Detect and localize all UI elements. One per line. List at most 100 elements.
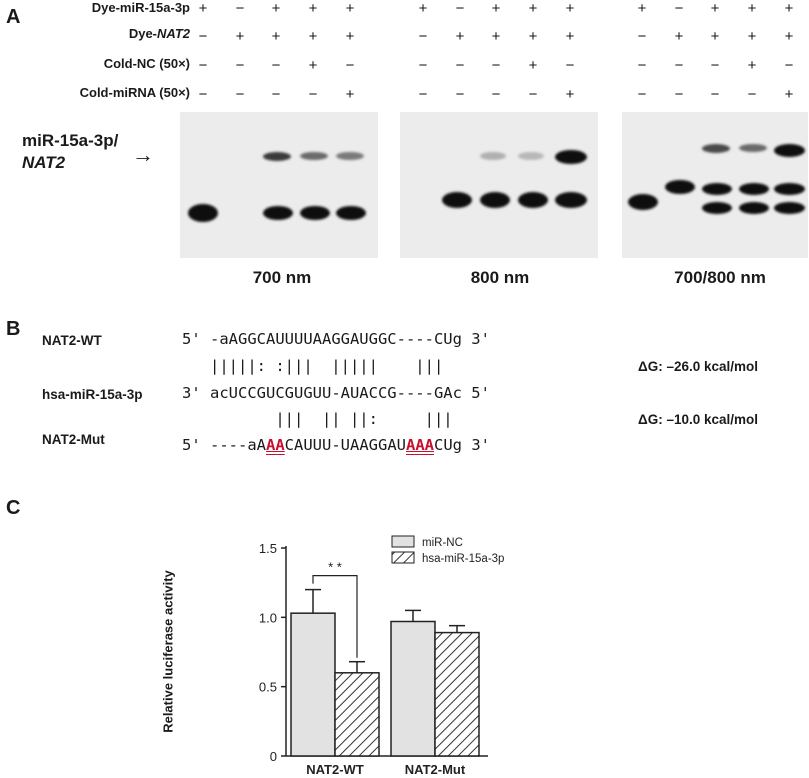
gel-band — [480, 152, 506, 160]
gel-band — [336, 152, 364, 160]
lane-sign: − — [198, 28, 208, 45]
lane-sign: + — [345, 0, 355, 17]
lane-sign: + — [491, 0, 501, 17]
lane-sign: + — [308, 28, 318, 45]
complex-label-line1: miR-15a-3p/ — [22, 131, 119, 150]
lane-sign: − — [418, 57, 428, 74]
bar-mir-nc — [390, 620, 436, 757]
gel-band — [555, 150, 587, 164]
significance-bracket — [312, 575, 358, 658]
y-tick-label: 1.5 — [259, 541, 277, 556]
mut-site-2: AAA — [406, 436, 434, 454]
gel-band — [518, 152, 544, 160]
gel-band — [702, 183, 732, 195]
lane-sign: − — [198, 57, 208, 74]
wt-5prime: 5' — [182, 330, 201, 348]
gel-band — [300, 206, 330, 220]
significance-stars: * * — [328, 560, 342, 575]
y-tick-label: 1.0 — [259, 610, 277, 625]
lane-sign: + — [455, 28, 465, 45]
gel-band — [300, 152, 328, 160]
luciferase-bar-chart: 0 0.5 1.0 1.5 NAT2-WT NAT2-Mut * * miR-NC hsa-mi… — [259, 535, 504, 777]
lane-sign: + — [565, 28, 575, 45]
wt-seq: -aAGGCAUUUUAAGGAUGGC----CUg — [200, 330, 472, 348]
lane-sign: + — [308, 0, 318, 17]
lane-sign: + — [747, 28, 757, 45]
bar-mir-nc — [290, 612, 336, 757]
delta-g-wt: ΔG: –26.0 kcal/mol — [638, 359, 759, 374]
gel-band — [555, 192, 587, 208]
lane-sign: − — [674, 0, 684, 17]
lane-sign: − — [674, 86, 684, 103]
lane-sign: + — [784, 0, 794, 17]
mut-seq-part1: ----aA — [200, 436, 266, 454]
lane-sign: − — [784, 57, 794, 74]
lane-sign: + — [418, 0, 428, 17]
mir-3prime: 3' — [182, 384, 201, 402]
gel-700nm — [180, 112, 378, 258]
lane-sign: − — [455, 86, 465, 103]
lane-sign: − — [455, 57, 465, 74]
mut-5prime: 5' — [182, 436, 201, 454]
gel-caption-700-800nm: 700/800 nm — [674, 268, 766, 287]
complex-label-line2: NAT2 — [22, 153, 66, 172]
lane-sign: + — [345, 28, 355, 45]
lane-sign: − — [418, 28, 428, 45]
gel-caption-700nm: 700 nm — [252, 268, 312, 287]
seq-name-mut: NAT2-Mut — [42, 432, 105, 447]
lane-sign: + — [491, 28, 501, 45]
pairing-line-2: ||| || ||: ||| — [182, 410, 453, 428]
lane-sign: + — [747, 0, 757, 17]
gel-band — [263, 152, 291, 161]
row-label-dye-nat2: Dye-NAT2 — [0, 26, 190, 41]
gel-band — [188, 204, 218, 222]
bar-hsa-mir-15a-3p — [334, 672, 380, 757]
lane-sign: − — [710, 57, 720, 74]
legend-swatch — [391, 535, 415, 548]
mir-5prime: 5' — [471, 384, 490, 402]
mut-site-1: AA — [266, 436, 285, 454]
y-tick-label: 0 — [270, 749, 277, 764]
gel-band — [665, 180, 695, 194]
gel-band — [480, 192, 510, 208]
lane-sign: − — [418, 86, 428, 103]
lane-sign: + — [235, 28, 245, 45]
lane-sign: − — [308, 86, 318, 103]
lane-sign: + — [784, 86, 794, 103]
row-label-dye-mir: Dye-miR-15a-3p — [91, 0, 190, 15]
wt-3prime: 3' — [471, 330, 490, 348]
pairing-line-1: |||||: :||| ||||| ||| — [182, 357, 444, 375]
panel-b-letter: B — [6, 318, 21, 340]
gel-band — [739, 202, 769, 214]
lane-sign: + — [271, 0, 281, 17]
lane-sign: + — [565, 0, 575, 17]
lane-sign: − — [235, 0, 245, 17]
gel-band — [774, 183, 805, 195]
gel-800nm — [400, 112, 598, 258]
legend-label: miR-NC — [422, 537, 463, 549]
mut-3prime: 3' — [471, 436, 490, 454]
row-label-cold-mirna: Cold-miRNA (50×) — [79, 85, 190, 100]
lane-sign: − — [491, 86, 501, 103]
lane-sign: − — [271, 57, 281, 74]
lane-sign: − — [235, 86, 245, 103]
lane-sign: + — [345, 86, 355, 103]
lane-sign: − — [455, 0, 465, 17]
gel-band — [702, 144, 730, 153]
gel-band — [442, 192, 472, 208]
lane-sign: + — [271, 28, 281, 45]
lane-sign: + — [528, 0, 538, 17]
lane-sign: − — [345, 57, 355, 74]
legend-swatch — [391, 551, 415, 564]
gel-band — [702, 202, 732, 214]
lane-sign: − — [271, 86, 281, 103]
gel-caption-800nm: 800 nm — [470, 268, 530, 287]
wt-sequence: 5' -aAGGCAUUUUAAGGAUGGC----CUg 3' — [182, 330, 490, 348]
gel-band — [739, 183, 769, 195]
lane-sign: + — [528, 28, 538, 45]
row-label-cold-nc: Cold-NC (50×) — [103, 56, 190, 71]
delta-g-mut: ΔG: –10.0 kcal/mol — [638, 412, 759, 427]
lane-sign: − — [637, 57, 647, 74]
lane-sign: − — [198, 86, 208, 103]
mut-seq-part3: CUg — [434, 436, 472, 454]
